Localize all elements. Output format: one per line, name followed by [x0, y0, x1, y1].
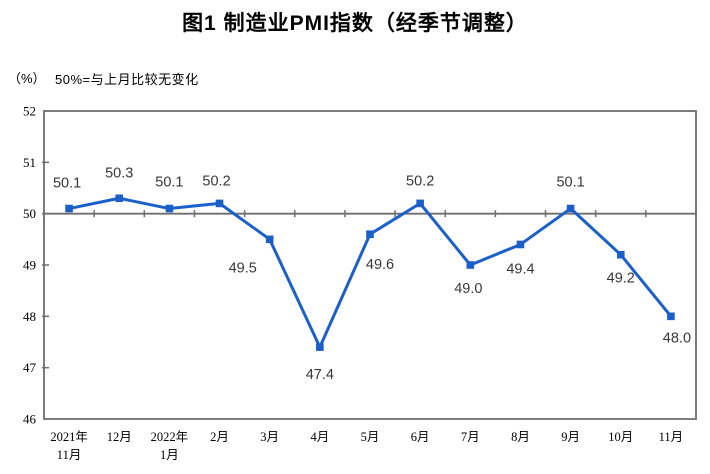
- data-point-label: 49.2: [607, 271, 635, 287]
- data-point-label: 48.0: [663, 330, 691, 346]
- chart-title: 图1 制造业PMI指数（经季节调整）: [182, 12, 528, 35]
- data-point-marker: [316, 343, 324, 351]
- data-point-marker: [667, 312, 675, 321]
- y-axis-tick-label: 52: [23, 104, 36, 119]
- x-axis-category-label: 11月: [57, 448, 82, 462]
- data-point-marker: [416, 199, 424, 208]
- y-axis-tick-label: 49: [23, 258, 36, 273]
- y-axis-tick-label: 48: [23, 309, 36, 324]
- data-point-label: 47.4: [306, 367, 334, 383]
- data-point-label: 50.1: [53, 176, 81, 192]
- x-axis-category-label: 10月: [608, 430, 633, 444]
- x-axis-category-label: 1月: [160, 448, 179, 462]
- x-axis-category-label: 3月: [260, 430, 279, 444]
- reference-note: 50%=与上月比较无变化: [55, 72, 199, 87]
- y-axis-tick-label: 50: [23, 206, 36, 221]
- data-point-marker: [65, 204, 73, 213]
- data-point-marker: [165, 204, 174, 213]
- data-point-marker: [265, 235, 274, 244]
- x-axis-category-label: 9月: [561, 430, 580, 444]
- data-point-label: 50.1: [155, 175, 183, 191]
- data-point-label: 50.2: [406, 173, 434, 189]
- data-point-marker: [366, 230, 374, 238]
- data-point-marker: [215, 199, 224, 208]
- y-axis-tick-label: 46: [23, 412, 37, 427]
- x-axis-category-label: 2021年: [50, 430, 88, 444]
- y-axis-unit-label: （%）: [8, 71, 46, 86]
- x-axis-category-label: 2月: [210, 430, 229, 444]
- data-point-marker: [616, 250, 625, 259]
- x-axis-category-label: 11月: [659, 430, 684, 444]
- x-axis-category-label: 12月: [107, 430, 132, 444]
- data-point-label: 50.2: [202, 173, 230, 189]
- y-axis-tick-label: 47: [23, 360, 37, 375]
- x-axis-category-label: 6月: [411, 430, 430, 444]
- data-point-label: 50.3: [105, 165, 133, 181]
- data-point-label: 49.5: [229, 260, 257, 276]
- data-point-marker: [516, 240, 525, 249]
- x-axis-category-label: 4月: [310, 430, 329, 444]
- x-axis-category-label: 7月: [461, 430, 480, 444]
- data-point-marker: [566, 204, 575, 213]
- data-point-marker: [466, 261, 475, 269]
- x-axis-category-label: 2022年: [151, 430, 189, 444]
- data-point-label: 50.1: [556, 175, 584, 191]
- data-point-label: 49.6: [366, 257, 394, 273]
- x-axis-category-label: 8月: [511, 430, 530, 444]
- data-point-label: 49.4: [506, 261, 534, 277]
- y-axis-tick-label: 51: [23, 155, 36, 170]
- data-point-marker: [115, 194, 124, 203]
- x-axis-category-label: 5月: [361, 430, 380, 444]
- data-point-label: 49.0: [454, 281, 482, 297]
